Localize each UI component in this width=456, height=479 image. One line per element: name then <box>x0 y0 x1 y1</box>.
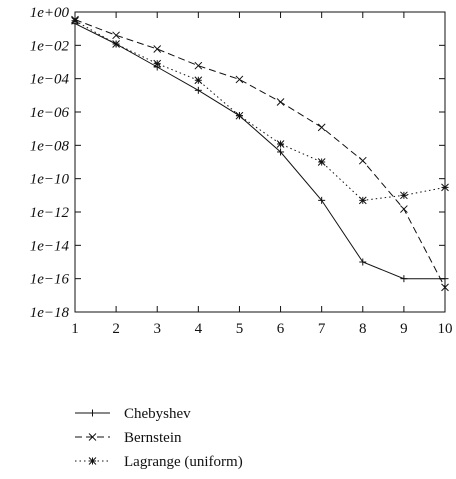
data-point-bernstein <box>400 205 408 213</box>
legend-marker <box>88 457 97 465</box>
data-point-lagrange-uniform <box>235 111 244 120</box>
x-tick-label: 10 <box>438 321 453 337</box>
data-point-lagrange-uniform <box>153 59 162 68</box>
data-point-bernstein <box>441 283 449 292</box>
data-point-bernstein <box>153 45 162 53</box>
x-tick-label: 3 <box>153 321 161 337</box>
data-point-chebyshev <box>359 258 367 266</box>
data-point-chebyshev <box>441 275 449 283</box>
data-point-lagrange-uniform <box>194 76 203 85</box>
data-point-bernstein <box>112 31 120 40</box>
y-tick-label: 1e−10 <box>30 172 70 188</box>
y-tick-label: 1e−12 <box>30 205 70 221</box>
legend-entry-bernstein: Bernstein <box>75 430 182 446</box>
x-tick-label: 5 <box>236 321 244 337</box>
y-tick-label: 1e+00 <box>30 5 70 21</box>
data-point-lagrange-uniform <box>276 140 285 148</box>
series-bernstein <box>71 15 449 292</box>
series-line-chebyshev <box>74 23 445 280</box>
data-point-bernstein <box>194 61 203 70</box>
legend-marker <box>88 433 97 441</box>
x-tick-label: 9 <box>400 321 408 337</box>
data-point-bernstein <box>235 75 244 84</box>
data-point-chebyshev <box>318 196 326 204</box>
x-tick-label: 8 <box>359 321 367 337</box>
series-chebyshev <box>71 20 449 283</box>
y-axis: 1e+00 1e−02 1e−04 1e−06 1e−08 1e−10 1e−12 1e−14… <box>30 5 445 321</box>
x-tick-label: 1 <box>71 321 79 337</box>
legend-label: Bernstein <box>124 430 182 446</box>
x-tick-label: 7 <box>318 321 326 337</box>
y-tick-label: 1e−08 <box>30 138 70 154</box>
plot-frame <box>74 11 446 313</box>
x-axis: 1 2 3 4 5 6 7 8 9 10 <box>71 12 453 337</box>
data-point-chebyshev <box>194 86 202 94</box>
legend-label: Chebyshev <box>124 406 191 422</box>
x-tick-label: 4 <box>195 321 203 337</box>
data-point-lagrange-uniform <box>358 196 367 205</box>
data-point-chebyshev <box>400 275 408 283</box>
data-point-lagrange-uniform <box>400 191 408 200</box>
data-point-bernstein <box>358 156 367 165</box>
data-point-bernstein <box>276 98 285 106</box>
data-point-lagrange-uniform <box>317 158 326 166</box>
data-point-bernstein <box>317 123 326 132</box>
legend-entry-chebyshev: Chebyshev <box>75 406 191 422</box>
y-tick-label: 1e−18 <box>30 305 70 321</box>
y-tick-label: 1e−16 <box>30 272 70 288</box>
legend: Chebyshev Bernstein Lagrange (uniform) <box>75 406 243 470</box>
series-line-bernstein <box>74 19 446 288</box>
series-layer <box>71 15 449 292</box>
legend-marker <box>89 409 96 417</box>
series-lagrange-uniform <box>71 16 449 205</box>
y-tick-label: 1e−04 <box>30 72 70 88</box>
data-point-lagrange-uniform <box>71 16 79 25</box>
y-tick-label: 1e−02 <box>30 38 70 54</box>
x-tick-label: 6 <box>277 321 285 337</box>
y-tick-label: 1e−06 <box>30 105 70 121</box>
x-tick-label: 2 <box>112 321 120 337</box>
y-tick-label: 1e−14 <box>30 238 70 254</box>
data-point-chebyshev <box>277 148 285 156</box>
legend-entry-lagrange-uniform: Lagrange (uniform) <box>75 454 243 470</box>
legend-label: Lagrange (uniform) <box>124 454 243 470</box>
data-point-lagrange-uniform <box>112 40 120 48</box>
series-line-lagrange-uniform <box>74 20 446 201</box>
data-point-lagrange-uniform <box>441 183 449 192</box>
